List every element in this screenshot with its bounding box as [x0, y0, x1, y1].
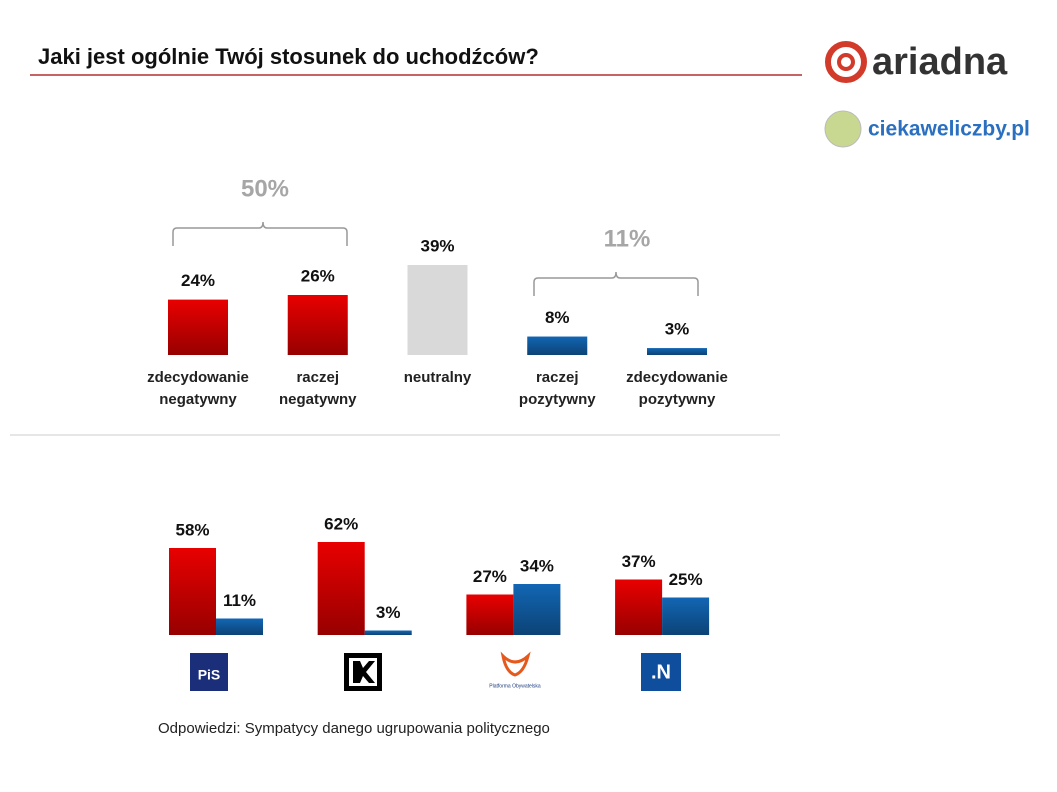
value-label: 39% [420, 236, 454, 255]
category-label: raczej [296, 369, 339, 386]
category-label: PiS [198, 667, 221, 683]
bar-shade [662, 597, 710, 635]
bar-shade [169, 548, 216, 635]
category-label: Platforma Obywatelska [489, 683, 541, 689]
bracket-negative [172, 221, 348, 246]
bar-shade [364, 630, 412, 635]
bar-shade [466, 594, 514, 635]
title: Jaki jest ogólnie Twój stosunek do uchod… [38, 44, 539, 69]
value-label: 26% [301, 266, 335, 285]
category-label: neutralny [404, 369, 472, 386]
category-label: negatywny [279, 391, 357, 408]
value-label: 62% [324, 514, 358, 533]
value-label: 3% [376, 603, 401, 622]
annotation: 11% [604, 225, 651, 252]
value-label: 27% [473, 567, 507, 586]
category-label: .N [651, 661, 671, 683]
value-label: 8% [545, 308, 570, 327]
category-label: pozytywny [639, 391, 716, 408]
bar [407, 265, 468, 355]
value-label: 58% [175, 520, 209, 539]
category-label: zdecydowanie [147, 369, 249, 386]
bar-shade [168, 299, 228, 355]
value-label: 24% [181, 271, 215, 290]
category-label: pozytywny [519, 391, 596, 408]
site: ciekaweliczby.pl [868, 118, 1030, 141]
ariadna-logo: ariadna [825, 41, 1008, 83]
value-label: 34% [520, 556, 554, 575]
party-logos: PiS Platforma Obywatelska .N [190, 651, 681, 691]
category-label: negatywny [159, 391, 237, 408]
value-label: 11% [223, 591, 256, 610]
bar-shade [527, 336, 588, 355]
brand: ariadna [872, 41, 1008, 83]
value-label: 3% [665, 320, 690, 339]
note: Odpowiedzi: Sympatycy danego ugrupowania… [158, 720, 550, 737]
category-label: zdecydowanie [626, 369, 728, 386]
bar-shade [287, 295, 348, 355]
bar-shade [615, 579, 663, 635]
value-label: 25% [669, 570, 703, 589]
annotation: 50% [241, 175, 289, 202]
bar-shade [647, 348, 707, 355]
bar-shade [216, 618, 263, 635]
category-label: raczej [536, 369, 579, 386]
bracket-positive [533, 271, 699, 296]
bar-shade [513, 584, 561, 635]
bar-shade [317, 542, 365, 635]
site-logo: ciekaweliczby.pl [824, 110, 1030, 148]
value-label: 37% [622, 552, 656, 571]
